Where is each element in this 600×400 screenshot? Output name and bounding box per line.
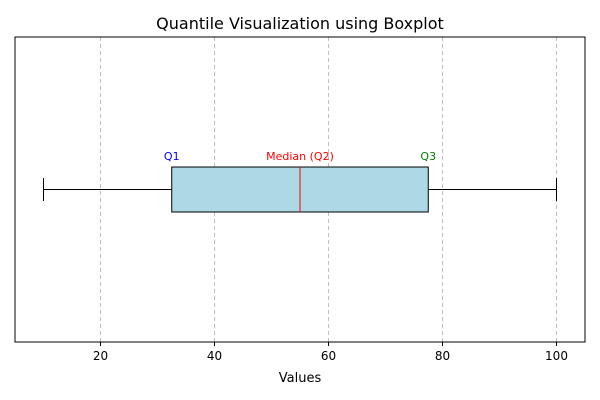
annotation-q1: Q1 xyxy=(164,150,180,163)
boxplot-series xyxy=(43,166,557,213)
x-tick-label-100: 100 xyxy=(545,349,568,363)
chart-title: Quantile Visualization using Boxplot xyxy=(156,14,444,33)
grid-lines xyxy=(100,37,557,342)
x-tick-label-40: 40 xyxy=(207,349,222,363)
annotation-median-q2: Median (Q2) xyxy=(266,150,334,163)
plot-area-frame xyxy=(14,36,586,343)
annotation-q3: Q3 xyxy=(420,150,436,163)
x-axis-ticks: 20 40 60 80 100 xyxy=(93,342,568,363)
x-tick-label-80: 80 xyxy=(435,349,450,363)
x-axis-label: Values xyxy=(279,371,322,386)
x-tick-label-20: 20 xyxy=(93,349,108,363)
quantile-annotations: Q1 Median (Q2) Q3 xyxy=(164,150,436,163)
x-tick-label-60: 60 xyxy=(321,349,336,363)
